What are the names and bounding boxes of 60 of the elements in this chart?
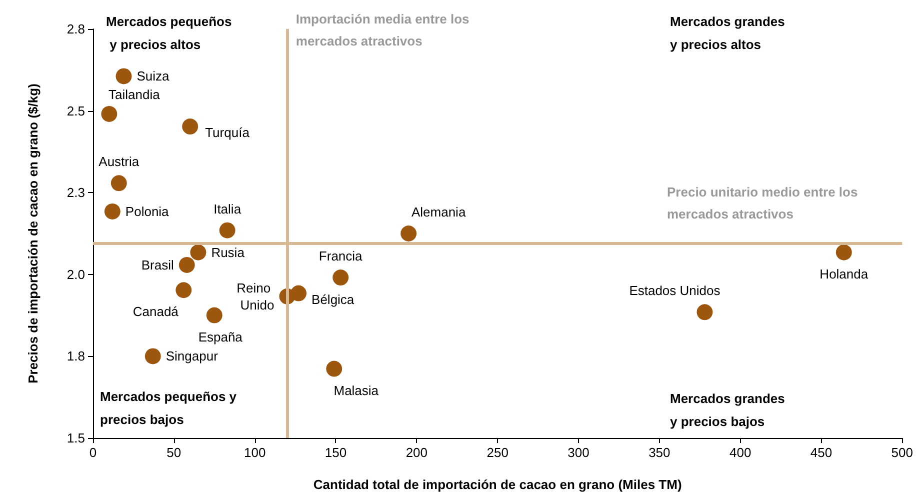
data-label: Francia [318,248,364,264]
x-tick-label: 0 [89,445,97,460]
data-label: Estados Unidos [629,283,721,298]
x-tick-label: 500 [891,445,914,460]
annotation: Mercados pequeños y precios bajos [100,389,240,427]
point [219,222,236,238]
data-label: Canadá [132,304,180,320]
y-axis-title: Precios de importación de cacao en grano ($/kg) [26,84,40,384]
annotation: Mercados pequeños y precios altos [106,14,232,52]
point [326,360,342,377]
data-label: Brasil [141,257,174,272]
y-tick-label: 1.5 [66,430,85,446]
point [400,226,417,242]
point [206,307,222,324]
y-tick-label: 2.0 [66,266,85,282]
data-label: Bélgica [312,292,355,307]
data-label: Rusia [211,244,246,260]
point [178,256,195,273]
x-tick-label: 350 [648,445,670,460]
ref-line-label: Importación media entre los mercados atractivos [296,12,473,48]
x-tick-label: 250 [486,445,508,460]
data-label: Reino Unido [236,280,274,312]
data-label: Turquía [205,125,250,140]
x-tick-label: 400 [729,445,752,460]
x-tick-label: 150 [324,445,347,460]
point [290,285,307,302]
data-label: Malasia [334,382,380,398]
point [101,106,118,122]
y-tick-label: 2.8 [66,22,85,36]
point [836,244,852,260]
ref-line-label: Precio unitario medio entre los mercados atractivos [667,184,862,222]
point [190,244,206,260]
data-label: Singapur [166,348,219,364]
data-label: España [198,329,244,344]
data-label: Austria [98,154,140,170]
y-tick-label: 2.5 [66,103,85,118]
x-axis-title: Cantidad total de importación de cacao en grano (Miles TM) [313,477,682,492]
y-tick-label: 2.3 [66,185,85,200]
y-tick-label: 1.8 [66,348,85,364]
data-label: Tailandia [108,86,161,102]
data-label: Italia [214,201,242,216]
data-label: Suiza [136,68,170,84]
point [696,304,713,320]
x-tick-label: 50 [166,445,182,460]
data-label: Holanda [820,266,869,282]
point [176,282,192,298]
x-tick-label: 450 [810,445,832,460]
annotation: Mercados grandes y precios bajos [670,391,788,429]
point [182,118,198,135]
x-tick-label: 100 [244,445,266,460]
x-tick-label: 200 [406,445,428,460]
annotation: Mercados grandes y precios altos [670,14,788,52]
data-label: Alemania [411,204,466,220]
data-label: Polonia [125,204,170,219]
point [144,348,161,364]
point [104,203,120,220]
point [332,270,349,286]
point [110,175,127,192]
x-tick-label: 300 [568,445,590,460]
point [116,68,132,84]
